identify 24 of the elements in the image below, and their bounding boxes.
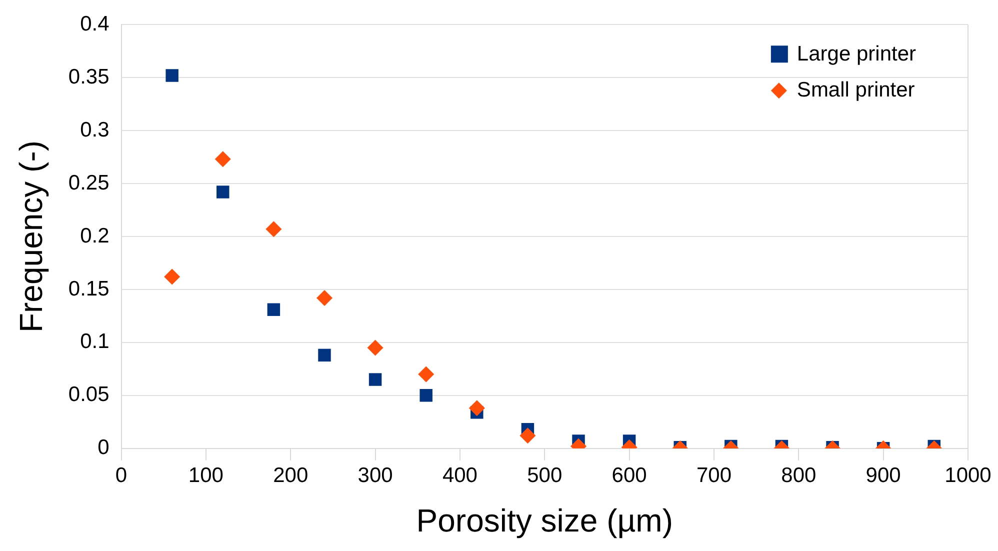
x-tick-label: 200: [273, 464, 308, 487]
x-tick-label: 1000: [944, 464, 992, 487]
legend-label: Large printer: [796, 42, 916, 66]
y-tick-label: 0.3: [80, 118, 110, 142]
y-tick-label: 0.2: [80, 224, 110, 248]
x-tick-label: 800: [781, 464, 816, 487]
x-tick-label: 900: [866, 464, 901, 487]
y-tick-label: 0.15: [68, 277, 110, 300]
y-axis-title: Frequency (-): [13, 140, 50, 333]
y-tick-label: 0.05: [68, 383, 110, 406]
legend-label: Small printer: [796, 78, 915, 102]
x-tick-label: 0: [115, 464, 128, 487]
x-tick-label: 600: [612, 464, 647, 487]
x-tick-label: 100: [188, 464, 224, 487]
x-tick-label: 700: [696, 464, 732, 487]
y-tick-label: 0.1: [80, 330, 110, 354]
x-tick-label: 500: [527, 464, 562, 487]
x-tick-label: 300: [358, 464, 393, 487]
y-tick-label: 0.25: [68, 171, 110, 194]
y-tick-label: 0.35: [68, 65, 110, 88]
x-axis-title: Porosity size (µm): [416, 502, 673, 539]
x-tick-label: 400: [442, 464, 478, 487]
y-tick-label: 0.4: [80, 12, 110, 36]
y-tick-label: 0: [98, 436, 110, 460]
